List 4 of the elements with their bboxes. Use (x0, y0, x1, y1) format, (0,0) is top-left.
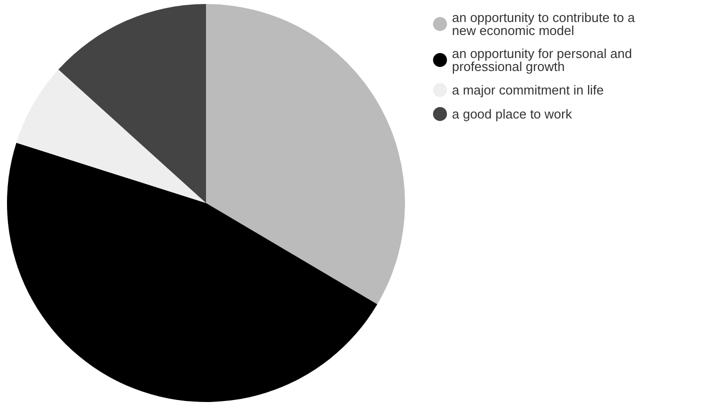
legend-label: a major commitment in life (452, 82, 604, 98)
legend-label: an opportunity to contribute to a new economic model (452, 10, 638, 38)
legend-label: a good place to work (452, 106, 572, 122)
legend-label: an opportunity for personal and professional growth (452, 46, 636, 74)
